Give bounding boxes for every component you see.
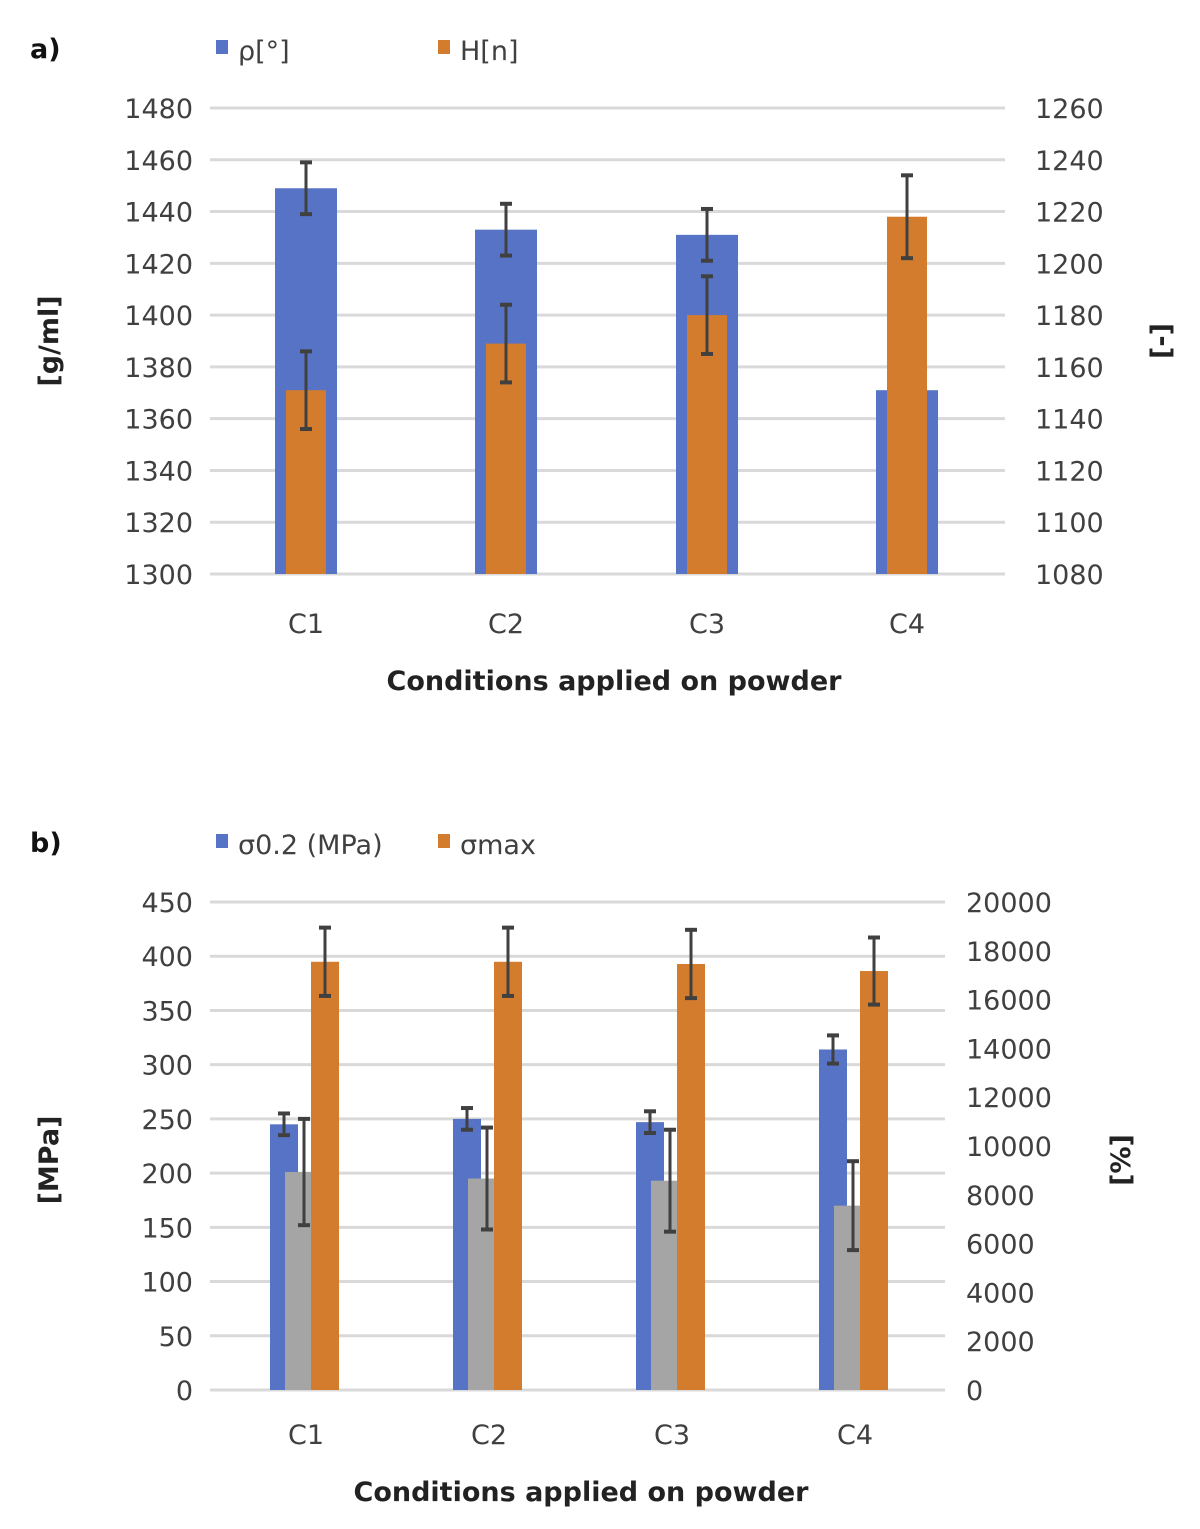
x-axis-title: Conditions applied on powder bbox=[387, 666, 843, 697]
bar-c4-series-2 bbox=[860, 971, 888, 1390]
bar-c3-series-2 bbox=[677, 963, 705, 1390]
x-tick-label: C3 bbox=[689, 609, 725, 640]
legend-label: H[n] bbox=[460, 36, 518, 67]
y-axis-title: [MPa] bbox=[34, 1116, 65, 1205]
x-tick-label: C2 bbox=[488, 609, 524, 640]
y2-tick-label: 1180 bbox=[1035, 301, 1104, 332]
y2-tick-label: 20000 bbox=[966, 888, 1052, 919]
bar-c2-series-2 bbox=[494, 961, 522, 1390]
x-tick-label: C4 bbox=[837, 1420, 873, 1451]
x-tick-label: C1 bbox=[288, 609, 324, 640]
panel-label: b) bbox=[30, 828, 62, 859]
legend-swatch bbox=[216, 834, 228, 848]
y-tick-label: 400 bbox=[141, 942, 193, 973]
x-tick-label: C3 bbox=[654, 1420, 690, 1451]
y-tick-label: 1420 bbox=[124, 249, 193, 280]
y-tick-label: 200 bbox=[141, 1159, 193, 1190]
y-tick-label: 1300 bbox=[124, 560, 193, 591]
bar-c4-series-1 bbox=[887, 216, 927, 574]
y2-tick-label: 4000 bbox=[966, 1278, 1035, 1309]
y-tick-label: 100 bbox=[141, 1268, 193, 1299]
legend-swatch bbox=[438, 834, 450, 848]
bar-c1-series-2 bbox=[311, 961, 339, 1390]
y-tick-label: 0 bbox=[176, 1376, 193, 1407]
y2-axis-title: [-] bbox=[1146, 323, 1177, 359]
y2-tick-label: 0 bbox=[966, 1376, 983, 1407]
y2-tick-label: 8000 bbox=[966, 1181, 1035, 1212]
y-tick-label: 1400 bbox=[124, 301, 193, 332]
y-tick-label: 1380 bbox=[124, 353, 193, 384]
y2-tick-label: 1160 bbox=[1035, 353, 1104, 384]
legend-swatch bbox=[438, 40, 450, 54]
chart-b: b) 0 50 100 150 200 250 300 350 400 450 0 2000 4000 60… bbox=[30, 828, 1137, 1508]
y2-axis-title: [%] bbox=[1106, 1134, 1137, 1186]
y2-tick-label: 16000 bbox=[966, 986, 1052, 1017]
y2-tick-label: 14000 bbox=[966, 1034, 1052, 1065]
panel-label: a) bbox=[30, 34, 61, 65]
y2-tick-label: 18000 bbox=[966, 937, 1052, 968]
legend-label: σ0.2 (MPa) bbox=[238, 830, 383, 861]
y2-tick-label: 1240 bbox=[1035, 146, 1104, 177]
y-tick-label: 450 bbox=[141, 888, 193, 919]
y2-tick-label: 1140 bbox=[1035, 405, 1104, 436]
y2-tick-label: 1260 bbox=[1035, 94, 1104, 125]
y2-tick-label: 1080 bbox=[1035, 560, 1104, 591]
y2-tick-label: 10000 bbox=[966, 1132, 1052, 1163]
y-axis-title: [g/ml] bbox=[34, 295, 65, 386]
y-tick-label: 300 bbox=[141, 1051, 193, 1082]
y-tick-label: 150 bbox=[141, 1213, 193, 1244]
legend-swatch bbox=[216, 40, 228, 54]
bar-c3-series-1 bbox=[687, 315, 727, 574]
x-tick-label: C1 bbox=[288, 1420, 324, 1451]
legend-label: ρ[°] bbox=[238, 36, 290, 67]
y-tick-label: 1320 bbox=[124, 508, 193, 539]
y-tick-label: 50 bbox=[159, 1322, 193, 1353]
y2-tick-label: 6000 bbox=[966, 1230, 1035, 1261]
chart-a: a) 1300 1320 1340 1360 1380 1400 1420 1440 1460 14… bbox=[30, 34, 1177, 697]
y2-tick-label: 12000 bbox=[966, 1083, 1052, 1114]
legend: ρ[°] H[n] bbox=[216, 36, 518, 67]
legend: σ0.2 (MPa) σmax bbox=[216, 830, 536, 861]
x-tick-label: C4 bbox=[889, 609, 925, 640]
y-tick-label: 1480 bbox=[124, 94, 193, 125]
y-tick-label: 350 bbox=[141, 996, 193, 1027]
y-tick-label: 1360 bbox=[124, 405, 193, 436]
x-tick-label: C2 bbox=[471, 1420, 507, 1451]
y-tick-label: 250 bbox=[141, 1105, 193, 1136]
y2-tick-label: 2000 bbox=[966, 1327, 1035, 1358]
y2-tick-label: 1200 bbox=[1035, 249, 1104, 280]
legend-label: σmax bbox=[460, 830, 536, 861]
y-tick-label: 1440 bbox=[124, 198, 193, 229]
y2-tick-label: 1100 bbox=[1035, 508, 1104, 539]
y-tick-label: 1340 bbox=[124, 456, 193, 487]
x-axis-title: Conditions applied on powder bbox=[354, 1477, 810, 1508]
y2-tick-label: 1220 bbox=[1035, 198, 1104, 229]
y2-tick-label: 1120 bbox=[1035, 456, 1104, 487]
y-tick-label: 1460 bbox=[124, 146, 193, 177]
